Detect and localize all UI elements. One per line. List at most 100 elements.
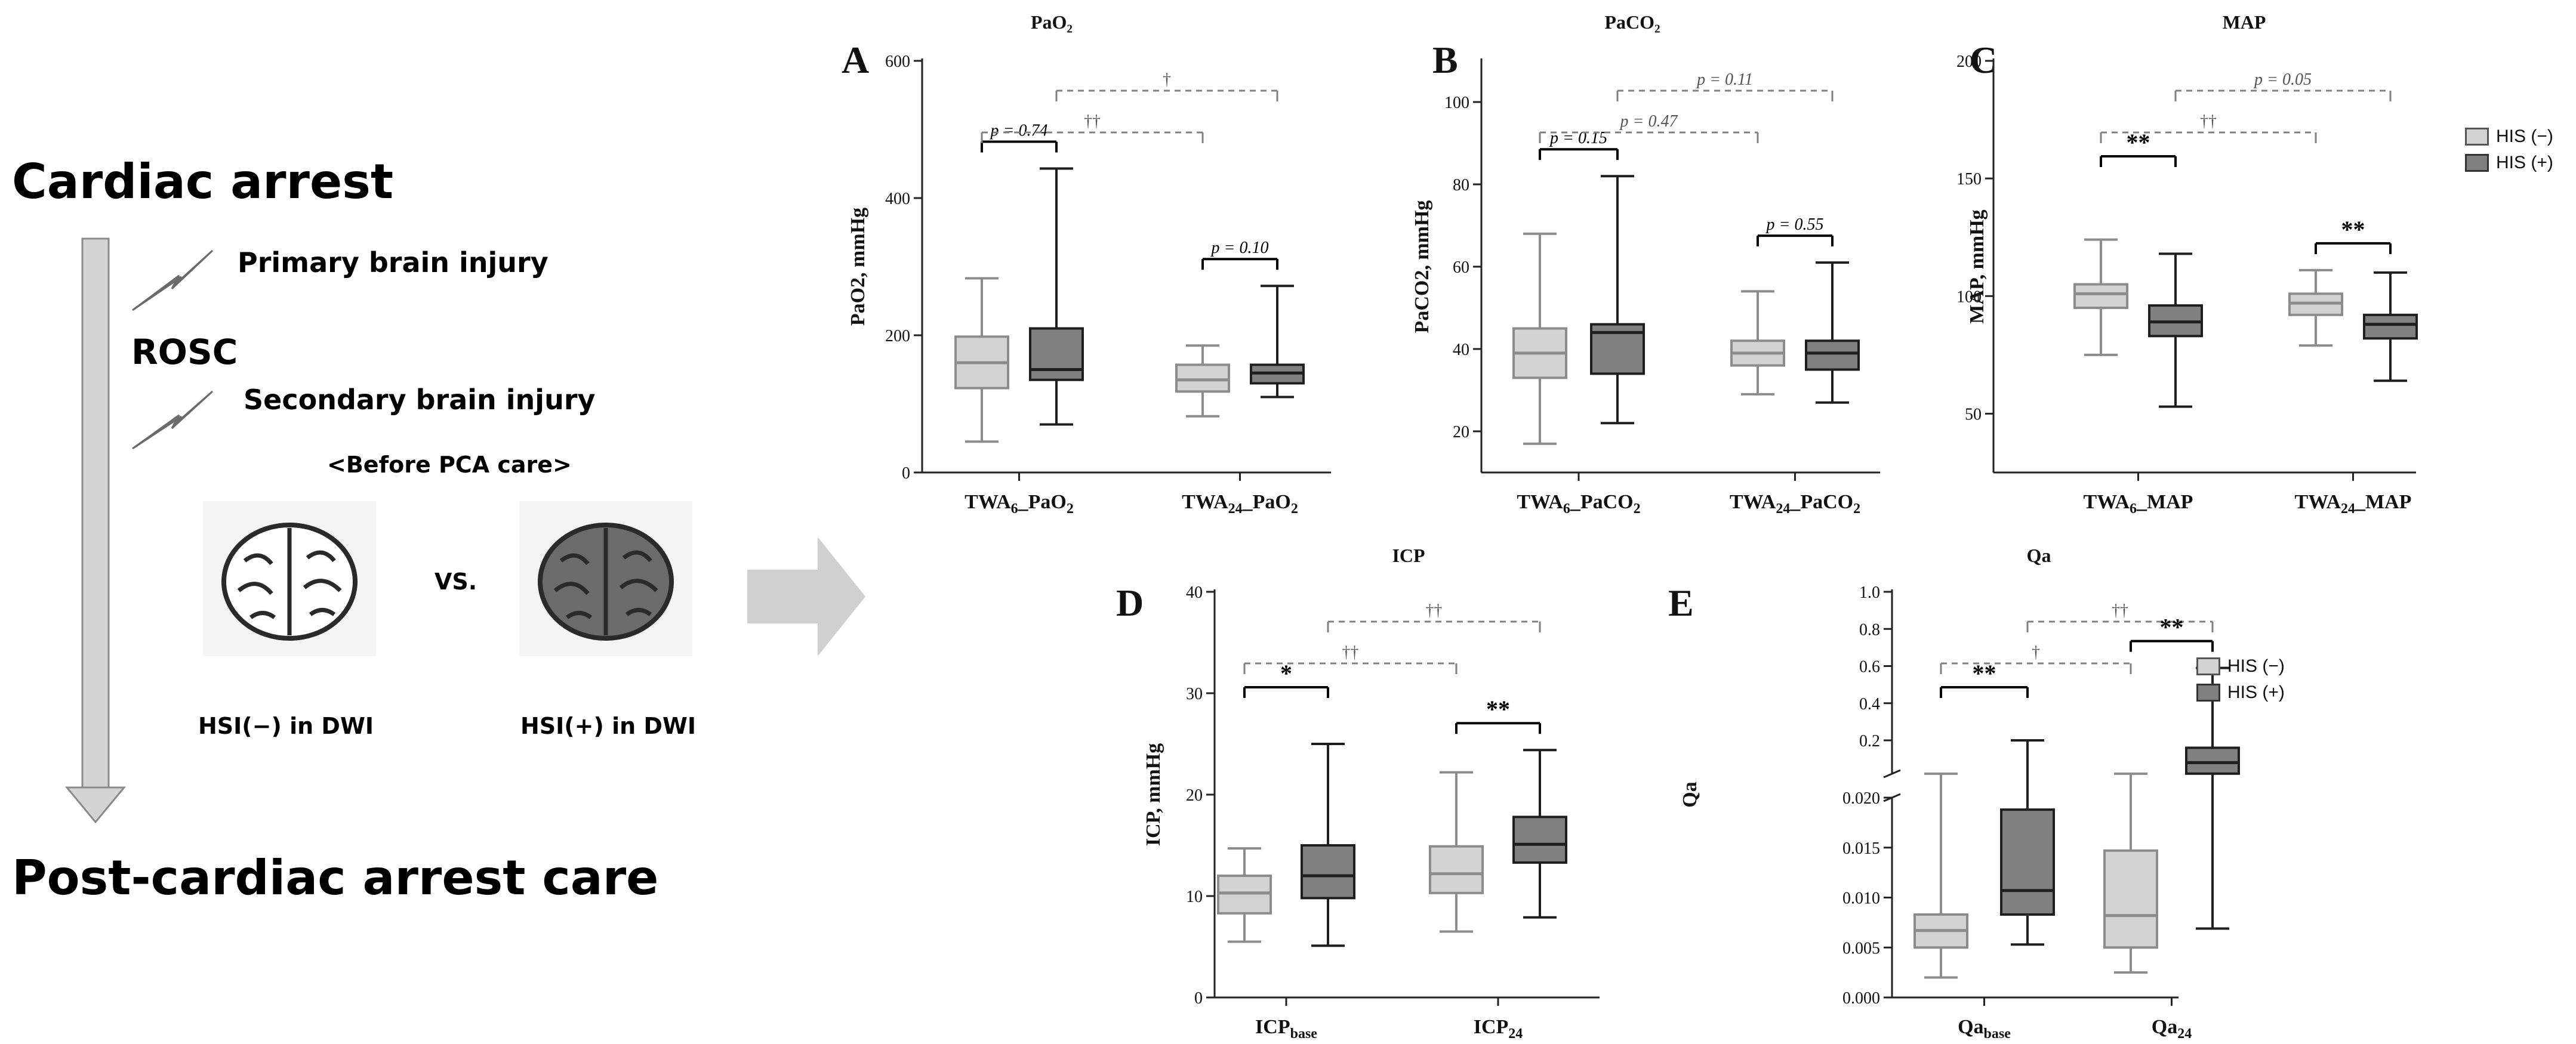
box-his-positive	[2148, 252, 2203, 408]
y-tick-label: 0	[902, 464, 910, 483]
legend-bottom: HIS (−) HIS (+)	[2196, 656, 2285, 703]
y-tick-label: 0.010	[1842, 889, 1880, 908]
box-his-positive	[2185, 666, 2240, 930]
comparison-label: ††	[2112, 601, 2128, 620]
scheme-secondary-injury: Secondary brain injury	[244, 384, 596, 416]
box-his-positive	[2363, 271, 2418, 382]
comparison-label: p = 0.55	[1765, 215, 1824, 234]
chart-title: Qa	[2027, 545, 2051, 566]
box-iqr	[1512, 816, 1567, 864]
x-group-label: ICP24	[1474, 1016, 1523, 1042]
chart-title: PaO₂	[1031, 11, 1073, 33]
y-tick-label: 30	[1186, 685, 1203, 703]
x-group-label: ICPbase	[1255, 1016, 1317, 1042]
y-tick-label: 150	[1956, 170, 1982, 189]
comparison-annotation: p = 0.47	[1539, 112, 1759, 143]
y-tick-label: 0.6	[1859, 658, 1880, 677]
y-tick-label: 40	[1186, 583, 1203, 602]
chart-title: PaCO₂	[1604, 11, 1660, 33]
comparison-annotation: p = 0.55	[1757, 215, 1834, 247]
comparison-annotation: *	[1243, 660, 1329, 698]
box-his-positive	[1512, 749, 1567, 919]
comparison-label: **	[2341, 216, 2365, 243]
panel-letter: B	[1432, 39, 1458, 81]
box-his-negative	[2073, 238, 2128, 356]
comparison-label: ††	[2200, 112, 2217, 131]
x-group-label: TWA24_PaCO2	[1730, 491, 1860, 517]
comparison-annotation: ††	[1243, 643, 1458, 674]
comparison-annotation: ††	[1327, 601, 1541, 632]
y-tick-label: 400	[885, 190, 910, 208]
chart-panel-e: E Qa Qa 0.000 0.005 0.010 0.015 0.020 0.2 0.4 0.6 0…	[1668, 545, 2240, 1042]
y-tick-label: 20	[1453, 423, 1469, 441]
legend-swatch-negative	[2196, 657, 2220, 675]
box-iqr	[1805, 339, 1860, 371]
x-group-label: Qabase	[1958, 1016, 2011, 1042]
comparison-label: †	[1163, 70, 1171, 89]
box-iqr	[1429, 845, 1484, 894]
chart-panel-a: A PaO₂ PaO2, mmHg 0 200 400 600 TWA6_PaO2 TWA24_…	[842, 11, 1331, 517]
box-his-positive	[1250, 285, 1305, 399]
box-his-negative	[1429, 771, 1484, 933]
y-axis-label: MAP, mmHg	[1966, 209, 1988, 323]
box-his-positive	[2000, 739, 2055, 946]
y-tick-label: 0.8	[1859, 620, 1880, 639]
x-group-label: TWA6_MAP	[2084, 491, 2193, 517]
scheme-graphics	[64, 237, 865, 824]
comparison-annotation: **	[1940, 660, 2029, 698]
timeline-arrow-shaft	[81, 237, 110, 789]
comparison-label: p = 0.11	[1696, 70, 1753, 89]
y-axis-label: ICP, mmHg	[1142, 743, 1164, 847]
y-tick-label: 200	[885, 327, 910, 345]
box-his-negative	[2103, 772, 2158, 974]
box-iqr	[2103, 849, 2158, 949]
comparison-annotation: ††	[981, 112, 1204, 143]
scheme-primary-injury: Primary brain injury	[238, 246, 549, 279]
y-tick-label: 0.015	[1842, 839, 1880, 858]
box-his-negative	[954, 277, 1009, 443]
brain-icon-negative	[203, 501, 376, 656]
legend-top: HIS (−) HIS (+)	[2465, 126, 2553, 173]
transition-arrow-icon	[747, 537, 865, 656]
box-iqr	[1301, 844, 1355, 900]
comparison-annotation: p = 0.74	[981, 122, 1058, 153]
comparison-label: ††	[1426, 601, 1443, 620]
scheme-title-top: Cardiac arrest	[12, 154, 394, 209]
scheme-hsi-negative: HSI(−) in DWI	[198, 713, 374, 739]
brain-icon-positive	[519, 501, 692, 656]
y-tick-label: 0.020	[1842, 789, 1880, 808]
box-his-negative	[1175, 344, 1230, 418]
panel-letter: D	[1116, 582, 1144, 624]
comparison-label: ††	[1084, 112, 1101, 131]
y-tick-label: 100	[1956, 288, 1982, 306]
lightning-icon-primary	[132, 249, 214, 311]
comparison-annotation: †	[1940, 643, 2132, 674]
y-axis-label: Qa	[1679, 782, 1701, 807]
comparison-annotation: p = 0.05	[2174, 70, 2392, 101]
box-iqr	[2000, 808, 2055, 916]
scheme-rosc: ROSC	[131, 332, 238, 372]
x-group-label: TWA24_MAP	[2295, 491, 2412, 517]
comparison-annotation: p = 0.11	[1616, 70, 1834, 101]
box-his-negative	[1730, 290, 1785, 396]
y-tick-label: 20	[1186, 786, 1203, 805]
comparison-label: p = 0.05	[2253, 70, 2312, 89]
box-iqr	[1029, 327, 1084, 381]
scheme-before-pca: <Before PCA care>	[327, 452, 572, 478]
comparison-annotation: ††	[2100, 112, 2317, 143]
y-tick-label: 200	[1956, 52, 1982, 71]
box-his-negative	[1512, 232, 1567, 445]
legend-label-positive: HIS (+)	[2496, 153, 2553, 172]
y-tick-label: 10	[1186, 888, 1203, 906]
chart-title: MAP	[2223, 11, 2266, 33]
lightning-icon-secondary	[132, 390, 214, 450]
y-axis-label: PaCO2, mmHg	[1411, 200, 1433, 333]
comparison-annotation: ††	[2026, 601, 2214, 632]
panel-letter: A	[842, 39, 869, 81]
legend-label-negative: HIS (−)	[2496, 126, 2553, 146]
y-tick-label: 100	[1444, 94, 1469, 112]
box-his-positive	[1805, 261, 1860, 404]
legend-swatch-positive	[2465, 154, 2489, 172]
